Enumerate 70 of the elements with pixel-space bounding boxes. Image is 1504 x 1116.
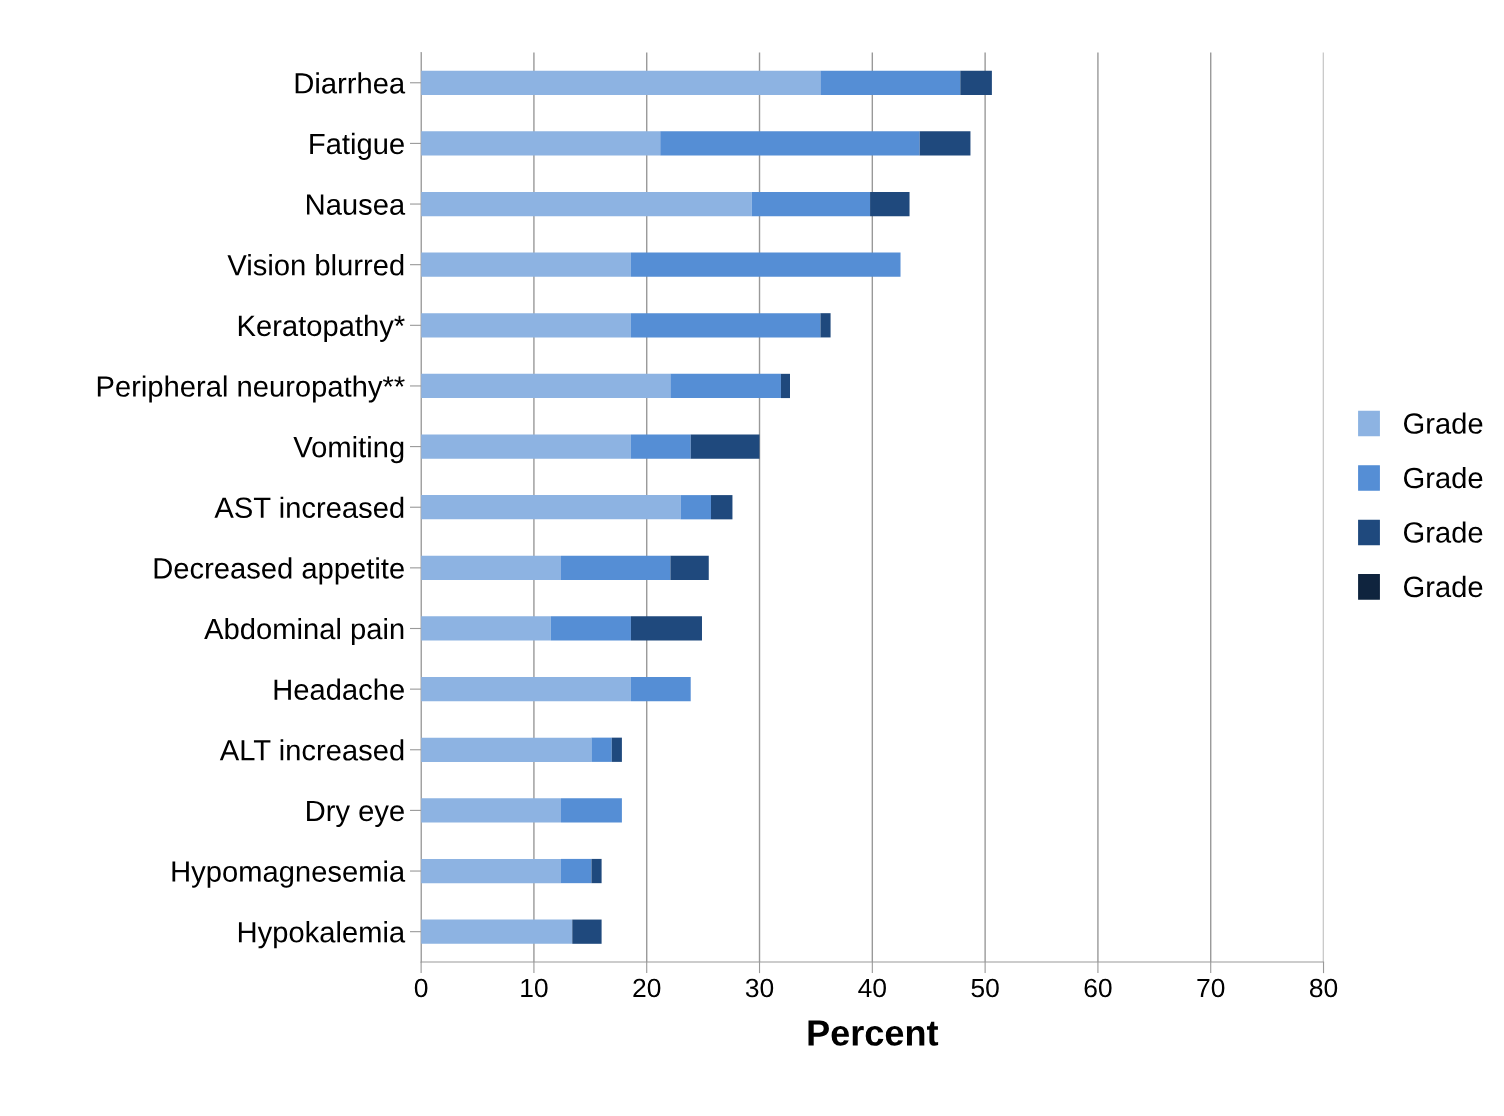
bar bbox=[560, 798, 622, 823]
bar bbox=[421, 313, 631, 338]
x-tick-label: 10 bbox=[521, 978, 548, 998]
bar bbox=[870, 191, 910, 217]
bar bbox=[960, 70, 992, 95]
bar bbox=[572, 919, 602, 944]
bar bbox=[670, 373, 781, 399]
y-tick-label: Dry eye bbox=[307, 800, 404, 828]
bar bbox=[820, 70, 961, 95]
bar bbox=[560, 858, 592, 884]
bar bbox=[550, 616, 631, 641]
y-tick-label: ALT increased bbox=[219, 739, 404, 761]
bar bbox=[630, 677, 691, 702]
x-tick-label: 40 bbox=[858, 978, 886, 998]
bar bbox=[421, 677, 631, 702]
bar bbox=[421, 373, 671, 399]
x-tick-label: 80 bbox=[1309, 978, 1338, 998]
y-tick-label: Abdominal pain bbox=[204, 617, 404, 646]
y-tick-label: Hypomagnesemia bbox=[172, 860, 406, 888]
x-tick-label: 70 bbox=[1197, 978, 1225, 998]
bar bbox=[690, 434, 760, 459]
bar bbox=[751, 191, 871, 217]
y-tick-label: AST increased bbox=[214, 496, 404, 519]
x-axis-title: Percent bbox=[808, 1020, 939, 1046]
bar bbox=[421, 858, 561, 884]
bar bbox=[711, 495, 733, 520]
legend-label: Grade bbox=[1404, 466, 1483, 489]
bar bbox=[630, 252, 901, 277]
bar bbox=[591, 858, 602, 884]
legend-label: Grade bbox=[1404, 412, 1483, 434]
bar bbox=[421, 191, 752, 217]
bar bbox=[421, 495, 681, 520]
bar bbox=[820, 313, 831, 338]
y-tick-label: Keratopathy* bbox=[238, 314, 405, 342]
bar bbox=[421, 555, 561, 580]
legend-label: Grade bbox=[1404, 575, 1483, 598]
bar bbox=[670, 555, 709, 580]
bar bbox=[421, 616, 551, 641]
x-tick-label: 30 bbox=[745, 978, 774, 998]
bar bbox=[680, 495, 712, 520]
bar bbox=[421, 434, 631, 459]
bar bbox=[630, 616, 702, 641]
y-tick-label: Peripheral neuropathy** bbox=[97, 375, 405, 403]
y-tick-label: Vision blurred bbox=[227, 254, 404, 276]
bar bbox=[780, 373, 790, 399]
bar bbox=[421, 252, 631, 277]
bar bbox=[630, 434, 691, 459]
y-tick-label: Diarrhea bbox=[295, 72, 406, 94]
bar bbox=[630, 313, 821, 338]
bar bbox=[421, 131, 661, 156]
y-tick-label: Vomiting bbox=[293, 436, 404, 464]
y-tick-label: Nausea bbox=[307, 194, 406, 215]
x-tick-label: 0 bbox=[414, 978, 428, 998]
legend-label: Grade bbox=[1404, 521, 1483, 543]
y-tick-label: Decreased appetite bbox=[154, 557, 404, 585]
bar bbox=[421, 919, 573, 944]
y-tick-label: Headache bbox=[274, 678, 404, 700]
x-tick-label: 60 bbox=[1084, 978, 1112, 998]
bar bbox=[919, 131, 971, 156]
y-tick-label: Fatigue bbox=[310, 132, 404, 161]
x-tick-label: 20 bbox=[633, 978, 661, 998]
y-tick-label: Hypokalemia bbox=[238, 921, 406, 949]
bar bbox=[611, 737, 622, 762]
bar bbox=[660, 131, 920, 156]
bar bbox=[421, 70, 821, 95]
bar bbox=[560, 555, 671, 580]
bar bbox=[421, 737, 592, 762]
x-tick-label: 50 bbox=[971, 978, 999, 998]
bar bbox=[421, 798, 561, 823]
bar bbox=[591, 737, 612, 762]
